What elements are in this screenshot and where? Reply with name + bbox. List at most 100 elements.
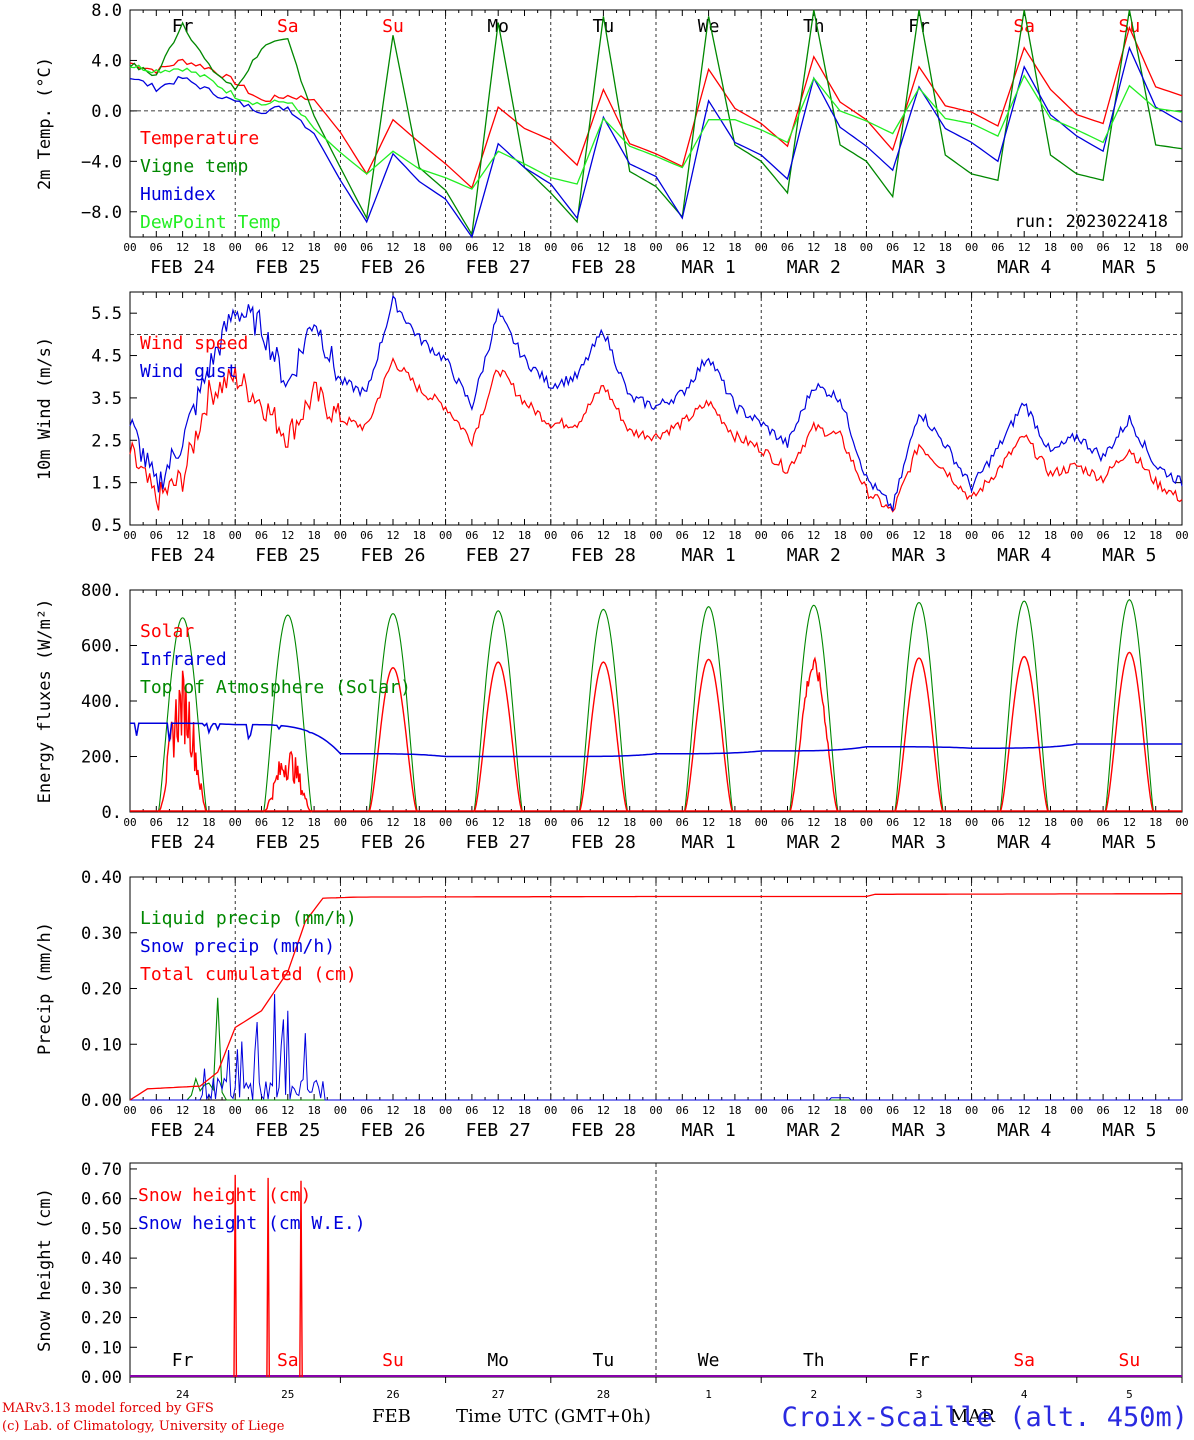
- wind-y-axis-label: 10m Wind (m/s): [35, 337, 55, 480]
- temp-hour-label: 00: [123, 241, 136, 254]
- temp-hour-label: 06: [991, 241, 1004, 254]
- precip-date-label: MAR 4: [997, 1120, 1051, 1141]
- precip-date-label: FEB 24: [150, 1120, 215, 1141]
- energy-toa-day-0: [157, 617, 208, 813]
- snow-day-number: 26: [386, 1388, 399, 1400]
- precip-date-label: MAR 5: [1102, 1120, 1156, 1141]
- temp-y-tick-label: 4.0: [91, 51, 122, 71]
- energy-hour-label: 18: [623, 816, 636, 829]
- wind-hour-label: 18: [1044, 529, 1057, 542]
- energy-solar-day-2: [368, 666, 418, 813]
- temp-date-label: FEB 24: [150, 257, 215, 278]
- wind-series-1: [129, 294, 1183, 512]
- energy-solar-day-0: [157, 670, 208, 813]
- temp-date-label: FEB 28: [571, 257, 636, 278]
- wind-hour-label: 18: [728, 529, 741, 542]
- precip-hour-label: 06: [465, 1104, 478, 1117]
- energy-hour-label: 00: [123, 816, 136, 829]
- time-axis-title: Time UTC (GMT+0h): [456, 1406, 651, 1427]
- wind-date-label: FEB 25: [255, 545, 320, 566]
- wind-hour-label: 12: [702, 529, 715, 542]
- energy-hour-label: 12: [912, 816, 925, 829]
- wind-hour-label: 12: [492, 529, 505, 542]
- precip-date-label: FEB 26: [360, 1120, 425, 1141]
- wind-date-label: MAR 3: [892, 545, 946, 566]
- temp-y-tick-label: −4.0: [81, 152, 122, 172]
- precip-hour-label: 00: [965, 1104, 978, 1117]
- energy-date-label: FEB 25: [255, 832, 320, 853]
- wind-y-tick-label: 2.5: [91, 431, 122, 451]
- temp-hour-label: 18: [1149, 241, 1162, 254]
- precip-hour-label: 18: [939, 1104, 952, 1117]
- snow-day-number: 3: [916, 1388, 923, 1400]
- precip-hour-label: 12: [807, 1104, 820, 1117]
- temp-series-0: [129, 25, 1183, 189]
- temp-hour-label: 06: [255, 241, 268, 254]
- precip-hour-label: 18: [307, 1104, 320, 1117]
- snow-day-number: 1: [705, 1388, 712, 1400]
- temp-date-label: MAR 5: [1102, 257, 1156, 278]
- energy-hour-label: 12: [281, 816, 294, 829]
- energy-hour-label: 18: [939, 816, 952, 829]
- energy-hour-label: 18: [202, 816, 215, 829]
- temp-y-axis-label: 2m Temp. (°C): [35, 57, 55, 190]
- temp-hour-label: 18: [307, 241, 320, 254]
- credit-line-1: MARv3.13 model forced by GFS: [2, 1401, 214, 1416]
- temp-hour-label: 18: [1044, 241, 1057, 254]
- meteogram: 8.04.00.0−4.0−8.02m Temp. (°C)00 06 12 18 00…: [35, 1, 1189, 1400]
- temp-weekday-label: Th: [803, 16, 825, 37]
- temp-hour-label: 00: [860, 241, 873, 254]
- precip-hour-label: 06: [150, 1104, 163, 1117]
- temp-hour-label: 00: [229, 241, 242, 254]
- temp-hour-label: 06: [465, 241, 478, 254]
- energy-toa-day-1: [263, 614, 313, 813]
- wind-hour-label: 06: [360, 529, 373, 542]
- energy-hour-label: 18: [413, 816, 426, 829]
- snow-weekday-label: Mo: [487, 1350, 509, 1371]
- precip-hour-label: 12: [1018, 1104, 1031, 1117]
- wind-date-label: FEB 24: [150, 545, 215, 566]
- energy-toa-day-3: [473, 610, 523, 813]
- energy-hour-label: 00: [649, 816, 662, 829]
- temp-hour-label: 12: [1123, 241, 1136, 254]
- snow-y-tick-label: 0.10: [81, 1338, 122, 1358]
- energy-hour-label: 18: [728, 816, 741, 829]
- wind-date-label: MAR 4: [997, 545, 1051, 566]
- energy-date-label: MAR 5: [1102, 832, 1156, 853]
- temp-hour-label: 18: [728, 241, 741, 254]
- temp-weekday-label: Sa: [1013, 16, 1035, 37]
- temp-hour-label: 12: [492, 241, 505, 254]
- energy-hour-label: 06: [1096, 816, 1109, 829]
- temp-y-tick-label: −8.0: [81, 203, 122, 223]
- energy-hour-label: 12: [807, 816, 820, 829]
- temp-date-label: MAR 1: [682, 257, 736, 278]
- temp-hour-label: 06: [781, 241, 794, 254]
- energy-toa-day-6: [789, 604, 839, 813]
- snow-weekday-label: Su: [1119, 1350, 1141, 1371]
- temp-hour-label: 12: [807, 241, 820, 254]
- energy-hour-label: 00: [334, 816, 347, 829]
- snow-legend-1: Snow height (cm W.E.): [138, 1213, 366, 1234]
- energy-hour-label: 06: [676, 816, 689, 829]
- snow-height-spike: [266, 1177, 270, 1378]
- temp-hour-label: 06: [1096, 241, 1109, 254]
- precip-hour-label: 12: [281, 1104, 294, 1117]
- energy-y-tick-label: 0.: [102, 803, 122, 823]
- temp-hour-label: 18: [939, 241, 952, 254]
- wind-hour-label: 06: [1096, 529, 1109, 542]
- energy-toa-day-4: [578, 608, 629, 813]
- wind-hour-label: 06: [991, 529, 1004, 542]
- precip-y-tick-label: 0.20: [81, 980, 122, 1000]
- snow-legend-0: Snow height (cm): [138, 1185, 311, 1206]
- snow-weekday-label: Fr: [908, 1350, 930, 1371]
- wind-hour-label: 00: [334, 529, 347, 542]
- snow-weekday-label: Su: [382, 1350, 404, 1371]
- temp-weekday-label: Fr: [172, 16, 194, 37]
- wind-hour-label: 00: [1175, 529, 1188, 542]
- wind-y-tick-label: 3.5: [91, 389, 122, 409]
- energy-hour-label: 06: [570, 816, 583, 829]
- precip-hour-label: 12: [597, 1104, 610, 1117]
- energy-y-tick-label: 800.: [81, 581, 122, 601]
- wind-y-tick-label: 5.5: [91, 304, 122, 324]
- wind-hour-label: 18: [413, 529, 426, 542]
